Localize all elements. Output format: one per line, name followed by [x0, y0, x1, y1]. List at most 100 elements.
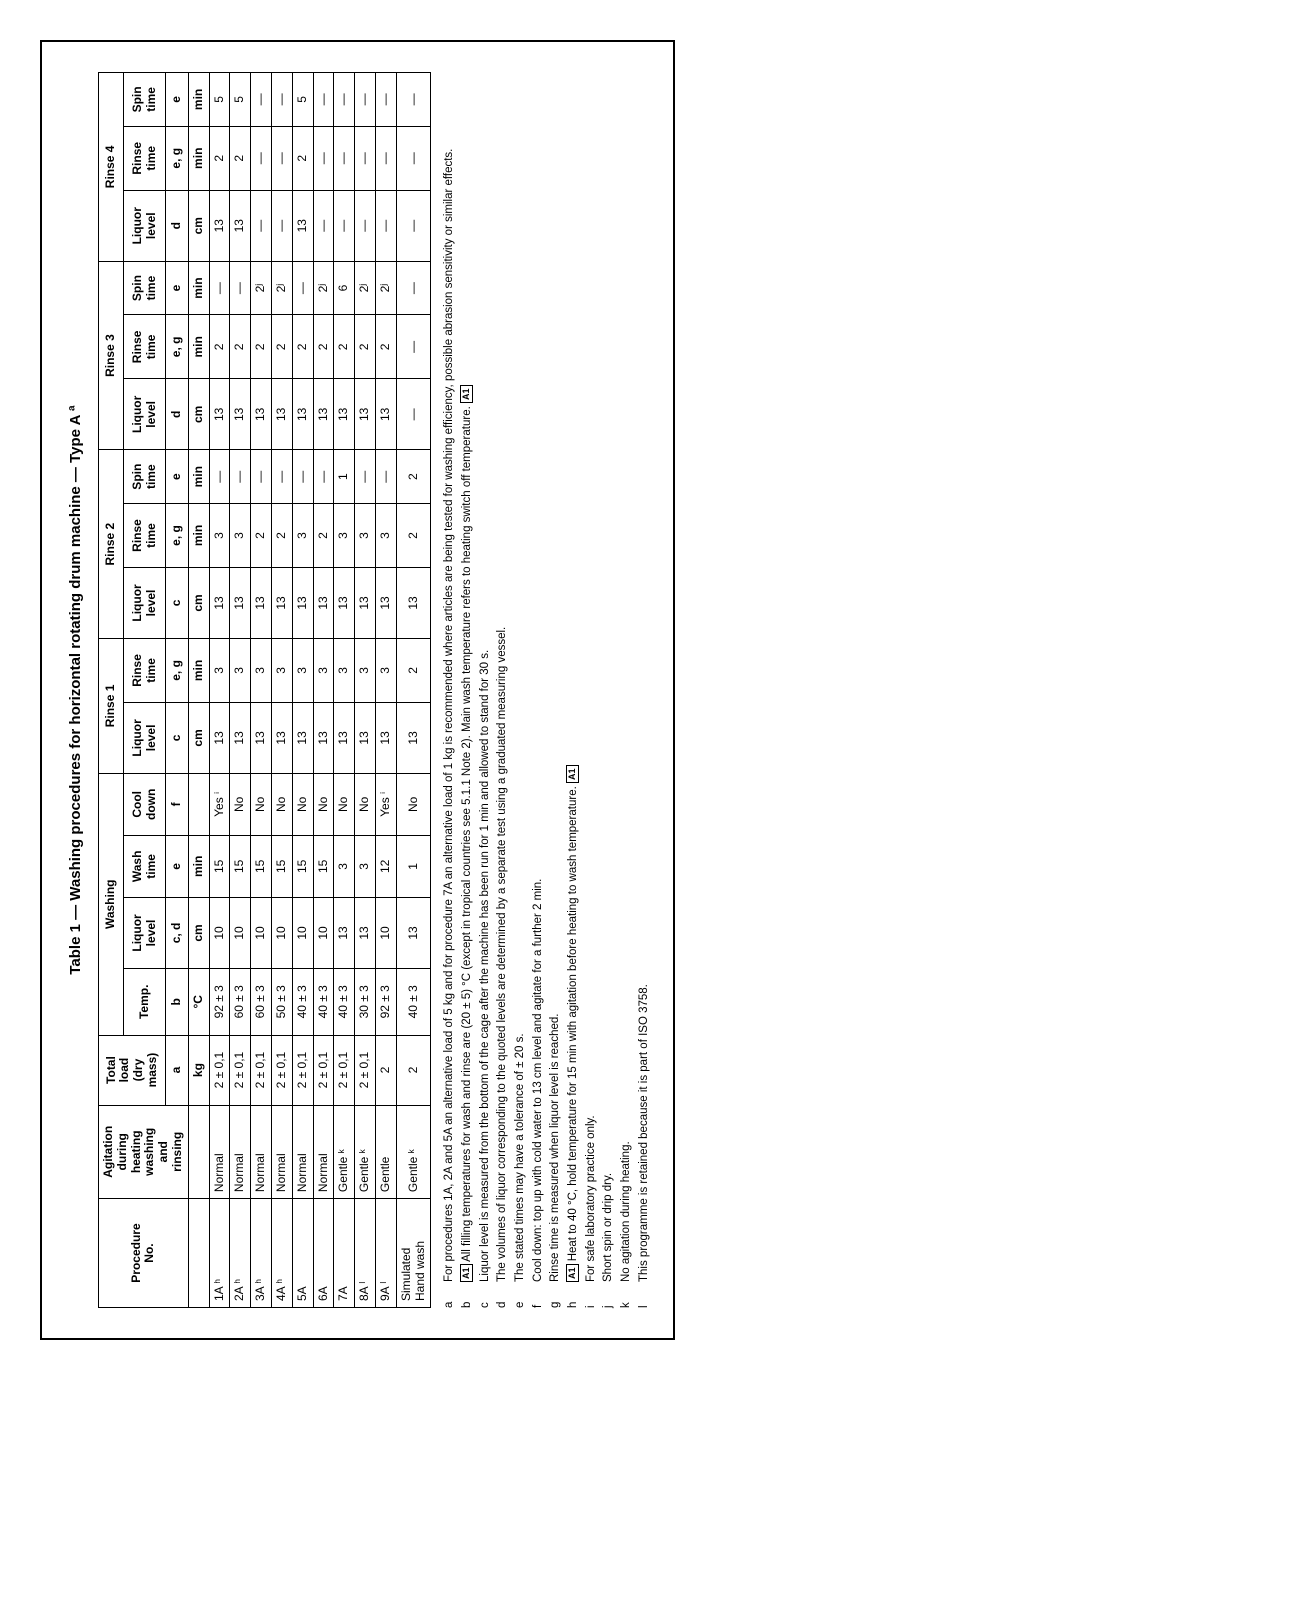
cell: 13 [334, 897, 355, 968]
cell: 10 [313, 897, 334, 968]
cell: 13 [230, 567, 251, 638]
footnote-key: c [477, 1282, 494, 1308]
footnote-text: For safe laboratory practice only. [583, 72, 600, 1282]
cell: — [355, 450, 376, 504]
cell: 3 [209, 638, 230, 702]
cell: 92 ± 3 [375, 968, 396, 1035]
u-cm2: cm [188, 702, 209, 773]
footnote-text: The volumes of liquor corresponding to t… [494, 72, 511, 1282]
footnote-row: fCool down: top up with cold water to 13… [530, 72, 547, 1308]
table-caption: Table 1 — Washing procedures for horizon… [67, 72, 84, 1308]
cell: 2 [313, 315, 334, 379]
cell: — [313, 73, 334, 127]
group-rinse4: Rinse 4 [99, 73, 124, 262]
cell: 2 [396, 1035, 431, 1105]
cell: 2ʲ [313, 261, 334, 315]
sub-b: b [166, 968, 189, 1035]
cell: — [375, 126, 396, 190]
cell: No [313, 773, 334, 835]
sub-e3: e [166, 261, 189, 315]
cell: 10 [271, 897, 292, 968]
cell: — [396, 379, 431, 450]
cell: 13 [271, 702, 292, 773]
cell: — [271, 126, 292, 190]
col-procedure: Procedure No. [99, 1199, 189, 1308]
col-r4-time: Rinse time [124, 126, 166, 190]
cell: 13 [209, 567, 230, 638]
cell: — [375, 73, 396, 127]
cell: 3 [251, 638, 272, 702]
footnote-key: f [530, 1282, 547, 1308]
col-total-load: Total load (dry mass) [99, 1035, 166, 1105]
footnote-text: A1 Heat to 40 °C, hold temperature for 1… [565, 72, 582, 1282]
footnote-text: For procedures 1A, 2A and 5A an alternat… [441, 72, 458, 1282]
cell: 2ʲ [355, 261, 376, 315]
col-r1-time: Rinse time [124, 638, 166, 702]
footnote-key: j [600, 1282, 617, 1308]
cell: Yes ⁱ [375, 773, 396, 835]
sub-eg1: e, g [166, 638, 189, 702]
u-min2: min [188, 638, 209, 702]
cell: 2ʲ [271, 261, 292, 315]
cell: 3 [375, 638, 396, 702]
cell: — [375, 190, 396, 261]
group-rinse3: Rinse 3 [99, 261, 124, 450]
cell: — [251, 190, 272, 261]
cell: 1 [334, 450, 355, 504]
cell: 1 [396, 835, 431, 897]
u-cm5: cm [188, 190, 209, 261]
footnote-key: d [494, 1282, 511, 1308]
cell: 2 ± 0,1 [271, 1035, 292, 1105]
cell: 40 ± 3 [396, 968, 431, 1035]
footnote-row: jShort spin or drip dry. [600, 72, 617, 1308]
cell: 6 [334, 261, 355, 315]
footnote-key: k [618, 1282, 635, 1308]
u-min8: min [188, 73, 209, 127]
cell: 2 [209, 315, 230, 379]
table-row: 2A ʰNormal2 ± 0,160 ± 31015No133133—132—… [230, 73, 251, 1308]
cell: 15 [313, 835, 334, 897]
blank2 [188, 1105, 209, 1199]
col-liquor-wash: Liquor level [124, 897, 166, 968]
cell: 13 [292, 379, 313, 450]
cell: 6A [313, 1199, 334, 1308]
cell: No [334, 773, 355, 835]
cell: 10 [209, 897, 230, 968]
u-cm3: cm [188, 567, 209, 638]
col-r3-spin: Spin time [124, 261, 166, 315]
cell: 13 [375, 379, 396, 450]
cell: 13 [271, 567, 292, 638]
blank3 [188, 773, 209, 835]
group-header-row: Procedure No. Agitation during heating w… [99, 73, 124, 1308]
footnote-text: The stated times may have a tolerance of… [512, 72, 529, 1282]
sub-e4: e [166, 73, 189, 127]
cell: 13 [334, 567, 355, 638]
cell: Normal [251, 1105, 272, 1199]
footnotes: aFor procedures 1A, 2A and 5A an alterna… [441, 72, 652, 1308]
footnote-key: i [583, 1282, 600, 1308]
cell: 13 [251, 702, 272, 773]
table-body: 1A ʰNormal2 ± 0,192 ± 31015Yes ⁱ133133—1… [209, 73, 431, 1308]
cell: 2 [230, 315, 251, 379]
cell: 2 [355, 315, 376, 379]
cell: 2 [292, 315, 313, 379]
blank1 [188, 1199, 209, 1308]
u-min6: min [188, 261, 209, 315]
cell: Normal [209, 1105, 230, 1199]
u-min3: min [188, 504, 209, 568]
footnote-text: A1 All filling temperatures for wash and… [459, 72, 476, 1282]
table-row: 5ANormal2 ± 0,140 ± 31015No133133—132—13… [292, 73, 313, 1308]
cell: 3 [230, 638, 251, 702]
cell: No [230, 773, 251, 835]
col-r2-time: Rinse time [124, 504, 166, 568]
u-min4: min [188, 450, 209, 504]
cell: 15 [271, 835, 292, 897]
cell: 13 [230, 379, 251, 450]
cell: — [396, 73, 431, 127]
table-row: 8A ˡGentle ᵏ2 ± 0,130 ± 3133No133133—132… [355, 73, 376, 1308]
cell: 2 [251, 315, 272, 379]
cell: 2A ʰ [230, 1199, 251, 1308]
sub-f: f [166, 773, 189, 835]
col-agitation: Agitation during heating washing and rin… [99, 1105, 189, 1199]
u-kg: kg [188, 1035, 209, 1105]
